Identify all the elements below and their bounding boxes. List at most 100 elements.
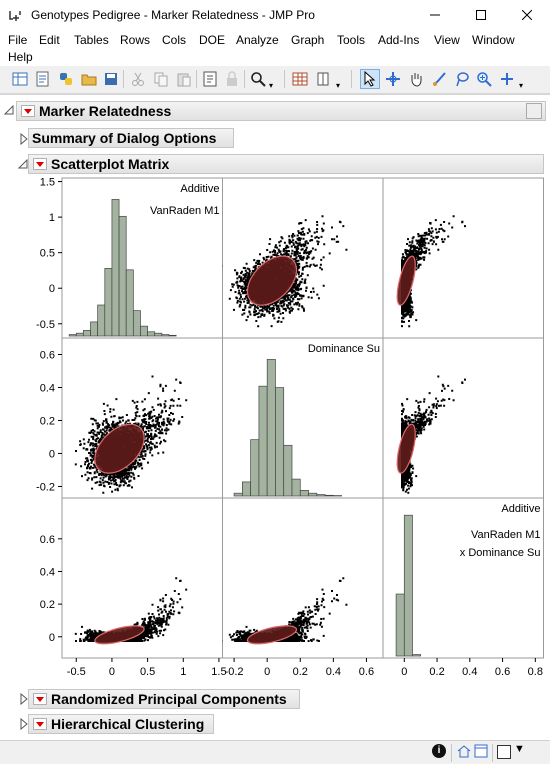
x-tick-label: 0.2 xyxy=(293,666,308,678)
pin-icon[interactable] xyxy=(526,103,542,119)
toolbar-separator xyxy=(284,70,285,88)
save-icon[interactable] xyxy=(101,69,121,89)
python-icon[interactable] xyxy=(56,69,76,89)
diagonal-label: Dominance Su xyxy=(308,343,380,355)
copy-icon[interactable] xyxy=(151,69,171,89)
home-window-icon[interactable] xyxy=(456,744,472,761)
disclosure-closed-icon xyxy=(20,133,28,145)
menu-cols[interactable]: Cols xyxy=(162,33,186,47)
red-triangle-menu-button[interactable] xyxy=(33,693,47,705)
paste-icon[interactable] xyxy=(174,69,194,89)
menu-window[interactable]: Window xyxy=(472,33,515,47)
histogram-bar xyxy=(126,270,133,336)
disclosure-closed-icon xyxy=(20,693,28,705)
new-script-icon[interactable] xyxy=(33,69,53,89)
menu-graph[interactable]: Graph xyxy=(291,33,324,47)
chevron-down-icon[interactable]: ▾ xyxy=(336,81,340,90)
status-separator xyxy=(492,744,493,762)
menu-doe[interactable]: DOE xyxy=(199,33,225,47)
outline-toggle-hc[interactable] xyxy=(20,718,28,733)
x-tick-label: 0 xyxy=(109,666,115,678)
histogram-bar xyxy=(325,495,333,496)
red-triangle-menu-button[interactable] xyxy=(21,105,35,117)
outline-title: Marker Relatedness xyxy=(39,103,171,119)
red-triangle-menu-button[interactable] xyxy=(33,718,47,730)
outline-title: Randomized Principal Components xyxy=(51,691,287,707)
add-tool-icon[interactable] xyxy=(497,69,517,89)
menu-add-ins[interactable]: Add-Ins xyxy=(378,33,419,47)
histogram-bar xyxy=(404,515,412,656)
menu-help[interactable]: Help xyxy=(8,50,33,64)
x-tick-label: 1 xyxy=(180,666,186,678)
menu-bar: File Edit Tables Rows Cols DOE Analyze G… xyxy=(0,30,550,66)
histogram-bar xyxy=(91,322,98,336)
plot-cell xyxy=(223,338,384,498)
diagonal-label: Additive xyxy=(180,183,219,195)
menu-tables[interactable]: Tables xyxy=(74,33,109,47)
close-button[interactable] xyxy=(504,0,550,30)
column-icon[interactable] xyxy=(313,69,333,89)
menu-tools[interactable]: Tools xyxy=(337,33,365,47)
y-tick-label: -0.5 xyxy=(36,319,55,331)
open-icon[interactable] xyxy=(79,69,99,89)
maximize-icon xyxy=(476,10,486,20)
x-tick-label: 0 xyxy=(401,666,407,678)
histogram-bar xyxy=(309,493,317,496)
toolbar-separator xyxy=(351,70,352,88)
hand-tool-icon[interactable] xyxy=(406,69,426,89)
brush-tool-icon[interactable] xyxy=(429,69,449,89)
outline-toggle-summary[interactable] xyxy=(20,133,28,148)
outline-toggle-marker[interactable] xyxy=(4,104,14,118)
arrow-tool-icon[interactable] xyxy=(360,69,380,89)
histogram-bar xyxy=(412,655,420,656)
histogram-bar xyxy=(105,268,112,336)
histogram-bar xyxy=(300,490,308,496)
cut-icon[interactable] xyxy=(128,69,148,89)
outline-title: Scatterplot Matrix xyxy=(51,156,169,172)
crosshair-tool-icon[interactable] xyxy=(383,69,403,89)
lasso-tool-icon[interactable] xyxy=(452,69,472,89)
diagonal-label: x Dominance Su xyxy=(460,547,541,559)
info-icon[interactable]: i xyxy=(432,744,446,758)
magnifier-tool-icon[interactable] xyxy=(474,69,494,89)
chevron-down-icon[interactable]: ▾ xyxy=(519,81,523,90)
menu-edit[interactable]: Edit xyxy=(39,33,60,47)
histogram-bar xyxy=(69,335,76,336)
data-grid-icon[interactable] xyxy=(290,69,310,89)
x-tick-label: -0.2 xyxy=(225,666,244,678)
lock-icon[interactable] xyxy=(222,69,242,89)
histogram-bar xyxy=(98,305,105,336)
y-tick-label: 0 xyxy=(49,283,55,295)
outline-summary[interactable]: Summary of Dialog Options xyxy=(28,128,234,148)
histogram-bar xyxy=(83,330,90,336)
menu-file[interactable]: File xyxy=(8,33,27,47)
outline-toggle-rpc[interactable] xyxy=(20,693,28,708)
outline-hierarchical-clustering[interactable]: Hierarchical Clustering xyxy=(28,714,214,734)
chevron-down-icon[interactable]: ▾ xyxy=(269,81,273,90)
maximize-button[interactable] xyxy=(458,0,504,30)
menu-rows[interactable]: Rows xyxy=(120,33,150,47)
x-tick-label: 0.4 xyxy=(462,666,477,678)
menu-analyze[interactable]: Analyze xyxy=(236,33,279,47)
diagonal-label: VanRaden M1 xyxy=(471,529,541,541)
menu-view[interactable]: View xyxy=(434,33,460,47)
y-tick-label: 0 xyxy=(49,632,55,644)
search-icon[interactable] xyxy=(248,69,268,89)
window-title: Genotypes Pedigree - Marker Relatedness … xyxy=(31,8,315,22)
y-tick-label: 0 xyxy=(49,448,55,460)
red-triangle-menu-button[interactable] xyxy=(33,158,47,170)
new-data-table-icon[interactable] xyxy=(10,69,30,89)
chevron-down-icon[interactable]: ▼ xyxy=(514,743,525,755)
journal-icon[interactable] xyxy=(200,69,220,89)
outline-scatterplot-matrix: Scatterplot Matrix xyxy=(28,154,544,174)
jmp-app-icon xyxy=(8,9,24,23)
histogram-bar xyxy=(169,335,176,336)
outline-toggle-matrix[interactable] xyxy=(18,158,28,172)
y-tick-label: 0.5 xyxy=(40,248,55,260)
outline-randomized-principal-components[interactable]: Randomized Principal Components xyxy=(28,689,300,709)
window-state-icon[interactable] xyxy=(497,745,511,759)
status-bar: i ▼ xyxy=(0,740,550,764)
minimize-button[interactable] xyxy=(412,0,458,30)
window-list-icon[interactable] xyxy=(474,744,488,761)
